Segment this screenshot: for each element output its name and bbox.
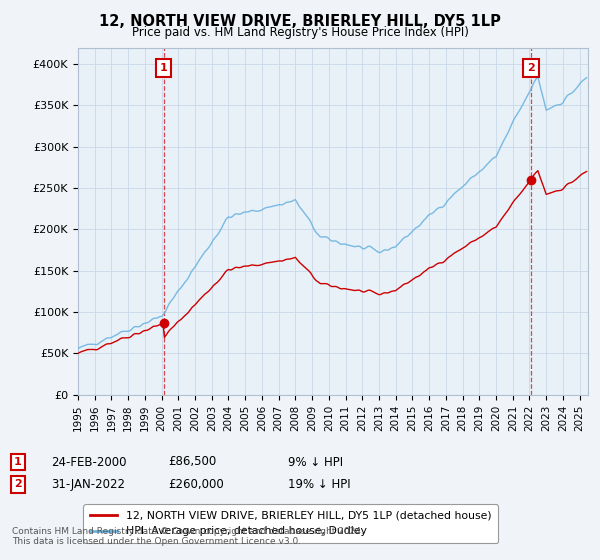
Text: £260,000: £260,000 [168,478,224,491]
Text: 24-FEB-2000: 24-FEB-2000 [51,455,127,469]
Text: 19% ↓ HPI: 19% ↓ HPI [288,478,350,491]
Text: 1: 1 [160,63,167,73]
Text: 2: 2 [527,63,535,73]
Text: Contains HM Land Registry data © Crown copyright and database right 2024.
This d: Contains HM Land Registry data © Crown c… [12,526,364,546]
Legend: 12, NORTH VIEW DRIVE, BRIERLEY HILL, DY5 1LP (detached house), HPI: Average pric: 12, NORTH VIEW DRIVE, BRIERLEY HILL, DY5… [83,505,498,543]
Text: 12, NORTH VIEW DRIVE, BRIERLEY HILL, DY5 1LP: 12, NORTH VIEW DRIVE, BRIERLEY HILL, DY5… [99,14,501,29]
Text: Price paid vs. HM Land Registry's House Price Index (HPI): Price paid vs. HM Land Registry's House … [131,26,469,39]
Text: 1: 1 [14,457,22,467]
Text: 31-JAN-2022: 31-JAN-2022 [51,478,125,491]
Text: 9% ↓ HPI: 9% ↓ HPI [288,455,343,469]
Text: 2: 2 [14,479,22,489]
Text: £86,500: £86,500 [168,455,216,469]
